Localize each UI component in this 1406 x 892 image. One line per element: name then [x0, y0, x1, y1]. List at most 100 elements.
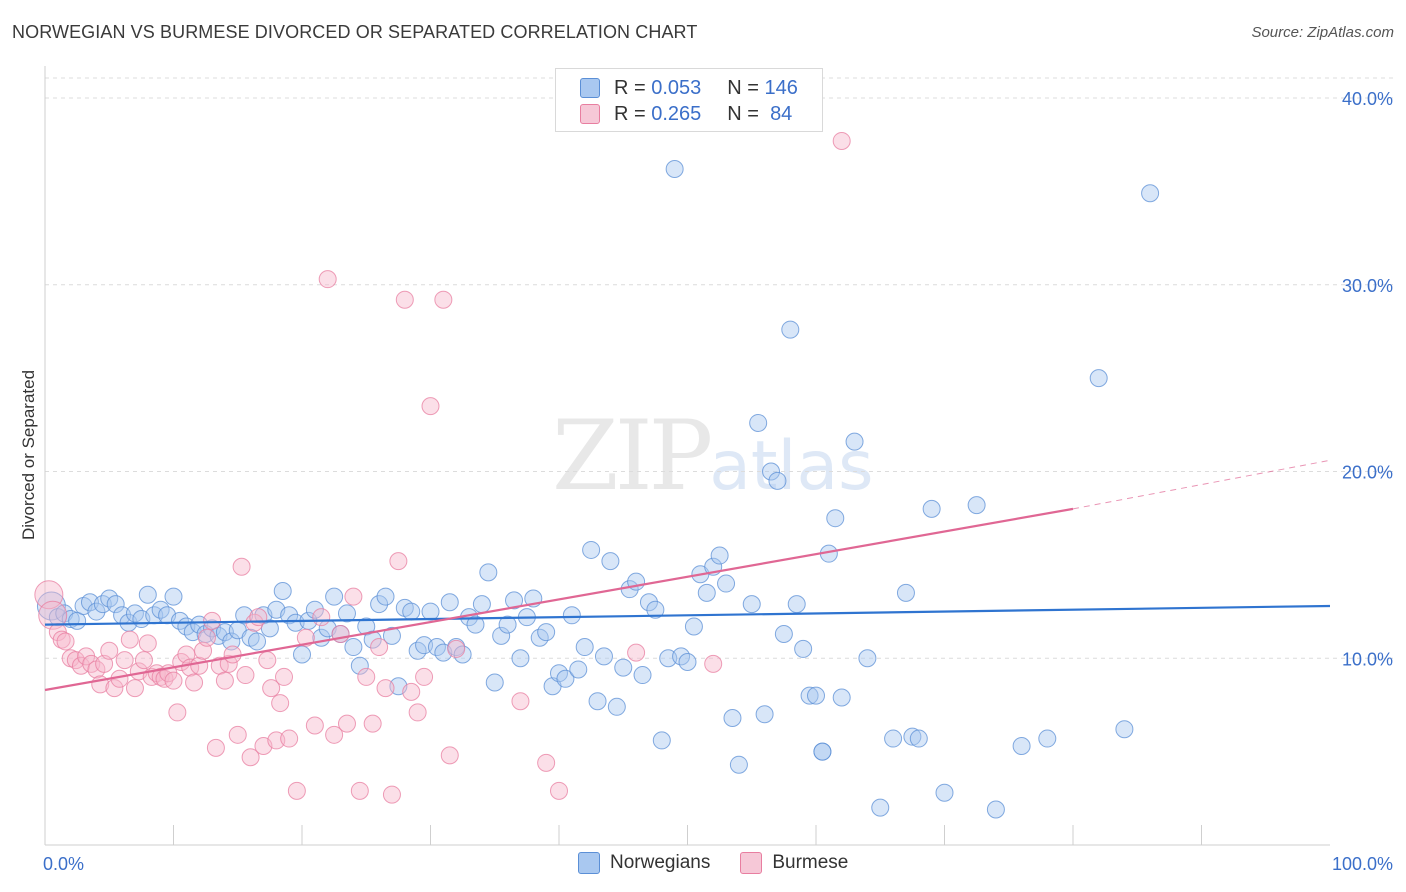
norwegians-point — [639, 593, 658, 612]
norwegians-point — [601, 552, 620, 571]
burmese-point — [138, 634, 157, 653]
burmese-point — [305, 716, 324, 735]
norwegians-point — [832, 688, 851, 707]
norwegians-point — [575, 638, 594, 657]
norwegians-point — [633, 666, 652, 685]
legend-n-label: N = — [727, 102, 759, 125]
source-credit: Source: ZipAtlas.com — [1251, 24, 1394, 41]
burmese-point — [325, 725, 344, 744]
norwegians-point — [68, 611, 87, 630]
legend-swatch-pink — [580, 104, 600, 124]
burmese-point — [271, 694, 290, 713]
burmese-point — [376, 679, 395, 698]
axes — [44, 66, 1330, 846]
burmese-point — [363, 714, 382, 733]
norwegians-point — [1012, 737, 1031, 756]
norwegians-point — [986, 800, 1005, 819]
burmese-point — [537, 753, 556, 772]
norwegians-point — [421, 602, 440, 621]
chart-title: NORWEGIAN VS BURMESE DIVORCED OR SEPARAT… — [12, 22, 698, 42]
norwegians-point — [363, 630, 382, 649]
norwegians-point — [710, 546, 729, 565]
legend-r-value: 0.265 — [651, 102, 702, 125]
burmese-point — [421, 397, 440, 416]
burmese-point — [280, 729, 299, 748]
norwegians-point — [337, 604, 356, 623]
burmese-point — [262, 679, 281, 698]
norwegians-point — [556, 669, 575, 688]
burmese-point — [337, 714, 356, 733]
burmese-swatch — [740, 852, 763, 874]
norwegians-point — [498, 615, 517, 634]
burmese-point — [627, 643, 646, 662]
legend-n-value: 146 — [764, 76, 798, 99]
norwegians-point — [896, 583, 915, 602]
norwegians-point — [440, 593, 459, 612]
norwegians-point — [607, 697, 626, 716]
burmese-point — [125, 679, 144, 698]
norwegians-point — [138, 585, 157, 604]
burmese-point — [511, 692, 530, 711]
norwegians-point — [357, 617, 376, 636]
burmese-point — [228, 725, 247, 744]
burmese-point — [395, 290, 414, 309]
norwegians-point — [871, 798, 890, 817]
y-tick-label: 20.0% — [1342, 463, 1393, 483]
burmese-point — [241, 748, 260, 767]
burmese-point — [258, 651, 277, 670]
norwegians-point — [582, 540, 601, 559]
y-tick-label: 10.0% — [1342, 649, 1393, 669]
burmese-point — [447, 639, 466, 658]
legend-n-label: N = — [727, 76, 759, 99]
norwegians-point — [749, 413, 768, 432]
legend-r-value: 0.053 — [651, 76, 702, 99]
burmese-point — [402, 682, 421, 701]
norwegians-point — [248, 632, 267, 651]
burmese-trend-extension — [1072, 459, 1331, 510]
norwegians-point — [472, 595, 491, 614]
burmese-point — [197, 628, 216, 647]
burmese-point — [382, 785, 401, 804]
burmese-points — [34, 131, 851, 804]
norwegians-point — [376, 587, 395, 606]
norwegians-point — [235, 606, 254, 625]
burmese-point — [203, 611, 222, 630]
norwegians-point — [370, 595, 389, 614]
norwegians-point — [646, 600, 665, 619]
burmese-point — [232, 557, 251, 576]
burmese-point — [434, 290, 453, 309]
norwegians-point — [729, 755, 748, 774]
norwegians-point — [684, 617, 703, 636]
burmese-trend-line — [44, 507, 1074, 692]
burmese-label: Burmese — [772, 852, 849, 873]
burmese-point — [357, 667, 376, 686]
norwegians-point — [350, 656, 369, 675]
series-legend-burmese[interactable]: Burmese — [740, 852, 848, 874]
burmese-point — [38, 600, 68, 630]
burmese-point — [440, 746, 459, 765]
norwegians-point — [1115, 720, 1134, 739]
norwegians-point — [678, 652, 697, 671]
norwegians-point — [665, 159, 684, 178]
burmese-point — [120, 630, 139, 649]
burmese-point — [318, 270, 337, 289]
norwegians-point — [273, 582, 292, 601]
series-legend: Norwegians Burmese — [578, 852, 878, 874]
norwegians-point — [492, 626, 511, 645]
burmese-point — [164, 671, 183, 690]
norwegians-points — [36, 159, 1160, 819]
norwegians-label: Norwegians — [610, 852, 711, 873]
burmese-point — [219, 654, 238, 673]
norwegians-point — [742, 595, 761, 614]
norwegians-point — [344, 638, 363, 657]
burmese-point — [287, 781, 306, 800]
norwegians-point — [594, 647, 613, 666]
x-tick-label: 100.0% — [1332, 854, 1393, 874]
series-legend-norwegians[interactable]: Norwegians — [578, 852, 710, 874]
burmese-point — [389, 552, 408, 571]
norwegians-point — [1038, 729, 1057, 748]
burmese-point — [344, 587, 363, 606]
correlation-legend: R = 0.053 N = 146 R = 0.265 N = 84 — [555, 68, 823, 132]
burmese-point — [275, 667, 294, 686]
norwegians-point — [382, 626, 401, 645]
